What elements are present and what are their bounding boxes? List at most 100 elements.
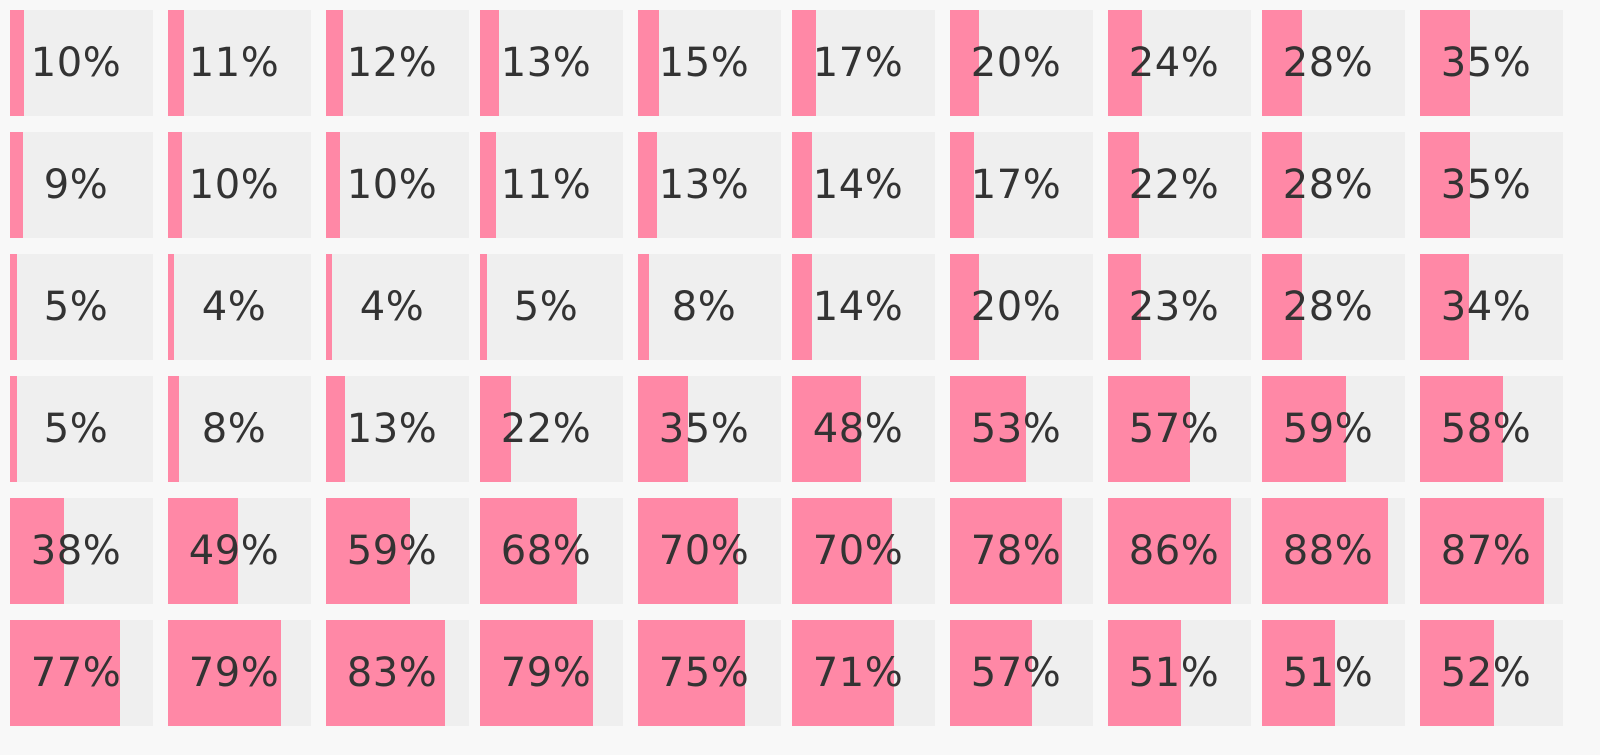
percentage-label: 22% [500, 406, 592, 452]
percentage-cell: 35% [1420, 10, 1563, 116]
percentage-bar-fill [10, 132, 23, 238]
percentage-cell: 68% [480, 498, 623, 604]
percentage-label: 57% [970, 650, 1062, 696]
percentage-cell: 71% [792, 620, 935, 726]
percentage-cell: 28% [1262, 254, 1405, 360]
percentage-cell: 8% [638, 254, 781, 360]
percentage-label: 35% [1440, 40, 1532, 86]
percentage-bar-fill [792, 620, 894, 726]
percentage-bar-fill [1420, 620, 1494, 726]
percentage-bar-fill [1262, 620, 1335, 726]
percentage-cell: 10% [326, 132, 469, 238]
percentage-bar-fill [950, 10, 979, 116]
percentage-label: 83% [346, 650, 438, 696]
percentage-cell: 79% [168, 620, 311, 726]
percentage-label: 70% [812, 528, 904, 574]
percentage-cell: 10% [168, 132, 311, 238]
percentage-label: 70% [658, 528, 750, 574]
percentage-label: 88% [1282, 528, 1374, 574]
percentage-label: 57% [1128, 406, 1220, 452]
percentage-label: 51% [1128, 650, 1220, 696]
percentage-label: 59% [1282, 406, 1374, 452]
percentage-label: 5% [43, 284, 109, 330]
percentage-label: 17% [812, 40, 904, 86]
percentage-label: 13% [658, 162, 750, 208]
percentage-bar-fill [480, 10, 499, 116]
percentage-cell: 11% [480, 132, 623, 238]
percentage-label: 35% [1440, 162, 1532, 208]
percentage-cell: 75% [638, 620, 781, 726]
percentage-bar-fill [480, 498, 577, 604]
percentage-bar-fill [326, 620, 445, 726]
percentage-label: 22% [1128, 162, 1220, 208]
percentage-label: 20% [970, 284, 1062, 330]
percentage-label: 49% [188, 528, 280, 574]
percentage-cell: 20% [950, 10, 1093, 116]
percentage-label: 48% [812, 406, 904, 452]
percentage-label: 79% [500, 650, 592, 696]
percentage-cell: 77% [10, 620, 153, 726]
percentage-label: 38% [30, 528, 122, 574]
percentage-label: 51% [1282, 650, 1374, 696]
percentage-label: 78% [970, 528, 1062, 574]
percentage-cell: 11% [168, 10, 311, 116]
percentage-cell: 57% [1108, 376, 1251, 482]
percentage-cell: 22% [1108, 132, 1251, 238]
percentage-label: 20% [970, 40, 1062, 86]
percentage-bar-fill [326, 254, 332, 360]
percentage-cell: 38% [10, 498, 153, 604]
percentage-bar-fill [1420, 376, 1503, 482]
percentage-label: 4% [201, 284, 267, 330]
percentage-bar-fill [10, 498, 64, 604]
percentage-bar-fill [792, 498, 892, 604]
percentage-cell: 8% [168, 376, 311, 482]
percentage-cell: 13% [638, 132, 781, 238]
percentage-cell: 86% [1108, 498, 1251, 604]
percentage-bar-fill [168, 498, 238, 604]
percentage-bar-fill [792, 254, 812, 360]
percentage-cell: 88% [1262, 498, 1405, 604]
percentage-cell: 35% [638, 376, 781, 482]
percentage-cell: 22% [480, 376, 623, 482]
percentage-label: 11% [500, 162, 592, 208]
percentage-bar-fill [326, 10, 343, 116]
percentage-cell: 14% [792, 132, 935, 238]
percentage-label: 87% [1440, 528, 1532, 574]
percentage-bar-fill [950, 498, 1062, 604]
percentage-cell: 5% [10, 376, 153, 482]
percentage-label: 11% [188, 40, 280, 86]
percentage-cell: 35% [1420, 132, 1563, 238]
percentage-label: 24% [1128, 40, 1220, 86]
percentage-bar-fill [638, 132, 657, 238]
percentage-bar-fill [480, 620, 593, 726]
percentage-cell: 5% [480, 254, 623, 360]
percentage-cell: 59% [1262, 376, 1405, 482]
percentage-label: 86% [1128, 528, 1220, 574]
percentage-cell: 12% [326, 10, 469, 116]
percentage-label: 68% [500, 528, 592, 574]
percentage-bar-fill [638, 10, 659, 116]
percentage-cell: 51% [1262, 620, 1405, 726]
percentage-bar-fill [168, 254, 174, 360]
percentage-cell: 9% [10, 132, 153, 238]
percentage-label: 53% [970, 406, 1062, 452]
percentage-label: 23% [1128, 284, 1220, 330]
percentage-label: 12% [346, 40, 438, 86]
percentage-bar-fill [1262, 10, 1302, 116]
percentage-bar-fill [950, 132, 974, 238]
percentage-bar-fill [1262, 254, 1302, 360]
percentage-label: 13% [346, 406, 438, 452]
percentage-label: 9% [43, 162, 109, 208]
percentage-bar-fill [1108, 132, 1139, 238]
percentage-label: 4% [359, 284, 425, 330]
percentage-bar-fill [480, 132, 496, 238]
percentage-cell: 23% [1108, 254, 1251, 360]
percentage-bar-fill [792, 376, 861, 482]
percentage-bar-fill [480, 254, 487, 360]
percentage-bar-fill [1108, 10, 1142, 116]
percentage-bar-fill [1108, 254, 1141, 360]
percentage-bar-fill [1262, 498, 1388, 604]
percentage-label: 10% [188, 162, 280, 208]
percentage-cell: 58% [1420, 376, 1563, 482]
